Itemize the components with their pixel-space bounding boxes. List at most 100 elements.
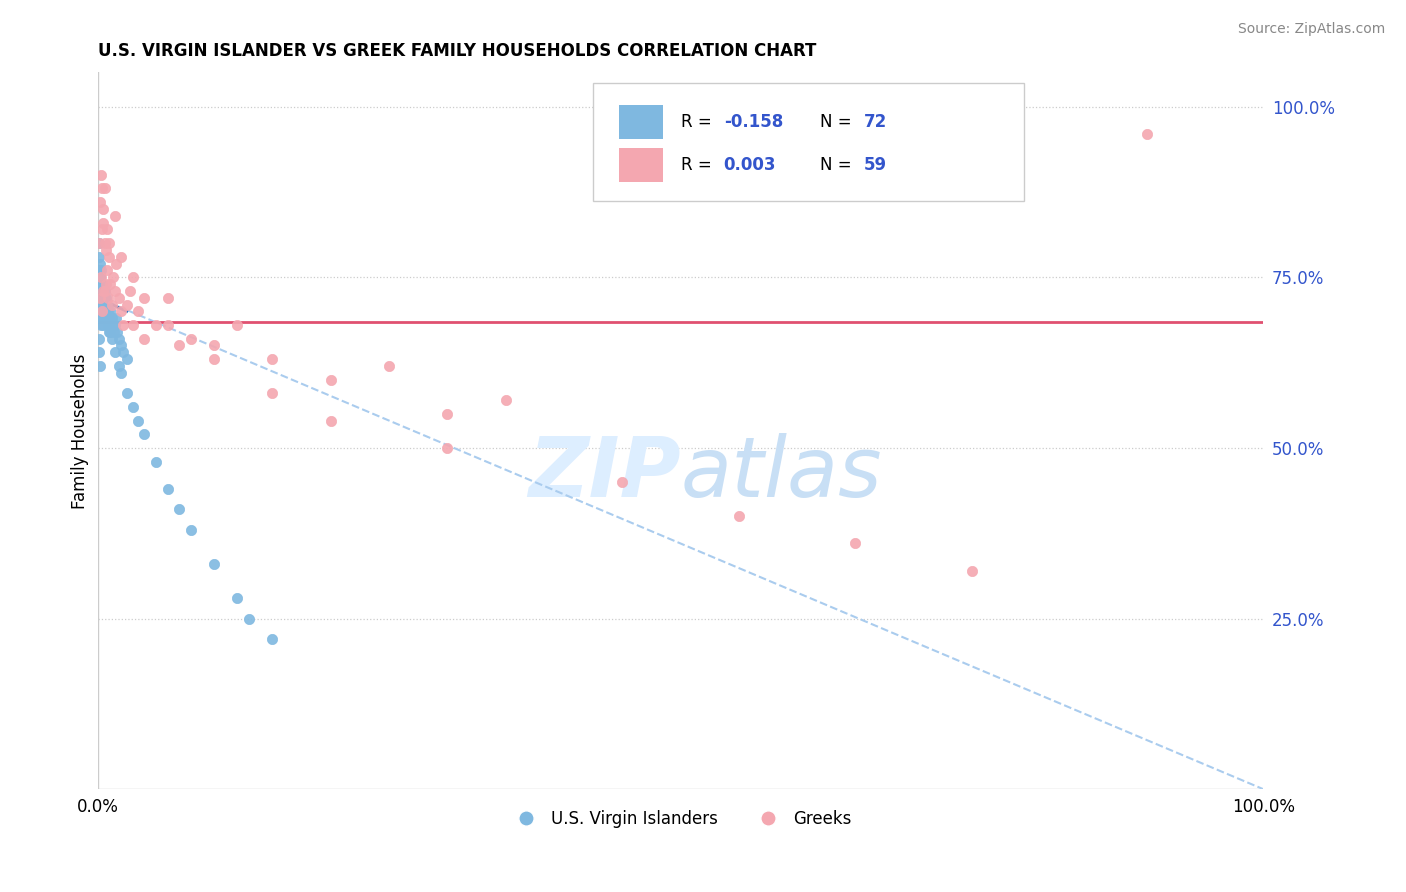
Point <box>93 181 115 195</box>
Point <box>96 304 118 318</box>
Point <box>105 325 128 339</box>
Text: 59: 59 <box>863 156 887 174</box>
Point <box>89 195 111 210</box>
Point <box>115 297 138 311</box>
Bar <box>619 148 664 182</box>
Point <box>103 325 125 339</box>
Legend: U.S. Virgin Islanders, Greeks: U.S. Virgin Islanders, Greeks <box>503 804 858 835</box>
Point <box>90 270 112 285</box>
Point <box>98 318 121 332</box>
Point <box>87 277 110 291</box>
Text: ZIP: ZIP <box>527 434 681 515</box>
Point <box>93 304 115 318</box>
Point <box>93 236 115 251</box>
Point <box>93 291 115 305</box>
Point <box>89 311 111 326</box>
Point <box>378 359 401 373</box>
Point <box>112 318 135 332</box>
Point <box>121 318 143 332</box>
Point <box>105 311 128 326</box>
Point <box>87 250 110 264</box>
Point <box>145 318 167 332</box>
Point <box>93 311 115 326</box>
Point <box>100 297 122 311</box>
Point <box>319 414 342 428</box>
Point <box>101 318 124 332</box>
Point <box>94 277 117 291</box>
Point <box>120 284 142 298</box>
Point <box>105 256 128 270</box>
Text: U.S. VIRGIN ISLANDER VS GREEK FAMILY HOUSEHOLDS CORRELATION CHART: U.S. VIRGIN ISLANDER VS GREEK FAMILY HOU… <box>97 42 815 60</box>
Text: atlas: atlas <box>681 434 882 515</box>
Point <box>91 222 114 236</box>
Text: R =: R = <box>681 113 717 131</box>
Point <box>262 386 284 401</box>
Point <box>89 359 111 373</box>
Point <box>436 441 458 455</box>
Y-axis label: Family Households: Family Households <box>72 353 89 508</box>
Point <box>87 345 110 359</box>
Text: -0.158: -0.158 <box>724 113 783 131</box>
Point <box>202 557 225 571</box>
Point <box>90 168 112 182</box>
Point <box>93 297 115 311</box>
Point <box>100 325 122 339</box>
Point <box>93 202 115 216</box>
Point <box>115 386 138 401</box>
Point <box>97 291 120 305</box>
Point <box>145 454 167 468</box>
Point <box>167 338 190 352</box>
FancyBboxPatch shape <box>593 83 1025 202</box>
Point <box>100 332 122 346</box>
Point <box>91 297 114 311</box>
Point <box>167 502 190 516</box>
Point <box>97 304 120 318</box>
Point <box>100 277 122 291</box>
Point <box>96 297 118 311</box>
Point <box>98 236 121 251</box>
Point <box>87 291 110 305</box>
Point <box>91 277 114 291</box>
Point <box>319 373 342 387</box>
Text: N =: N = <box>821 113 858 131</box>
Point <box>202 352 225 367</box>
Point <box>93 284 115 298</box>
Point <box>1136 127 1159 141</box>
Point <box>90 277 112 291</box>
Point <box>87 263 110 277</box>
Point <box>98 325 121 339</box>
Point <box>844 536 866 550</box>
Point <box>98 250 121 264</box>
Point <box>94 243 117 257</box>
Point <box>612 475 634 489</box>
Point <box>89 291 111 305</box>
Point <box>180 523 202 537</box>
Point <box>91 311 114 326</box>
Point <box>94 291 117 305</box>
Point <box>104 345 127 359</box>
Point <box>87 236 110 251</box>
Point <box>226 591 249 605</box>
Point <box>94 304 117 318</box>
Point <box>96 311 118 326</box>
Point <box>127 304 149 318</box>
Point <box>89 270 111 285</box>
Point <box>180 332 202 346</box>
Point <box>115 352 138 367</box>
Point <box>90 291 112 305</box>
Point <box>96 222 118 236</box>
Point <box>87 332 110 346</box>
Point <box>110 250 132 264</box>
Point <box>121 400 143 414</box>
Point <box>93 318 115 332</box>
Point <box>93 284 115 298</box>
Point <box>107 291 129 305</box>
Point <box>156 291 179 305</box>
Point <box>101 270 124 285</box>
Point <box>127 414 149 428</box>
Point <box>93 284 115 298</box>
Point <box>202 338 225 352</box>
Point <box>110 304 132 318</box>
Point <box>97 311 120 326</box>
Point <box>262 352 284 367</box>
